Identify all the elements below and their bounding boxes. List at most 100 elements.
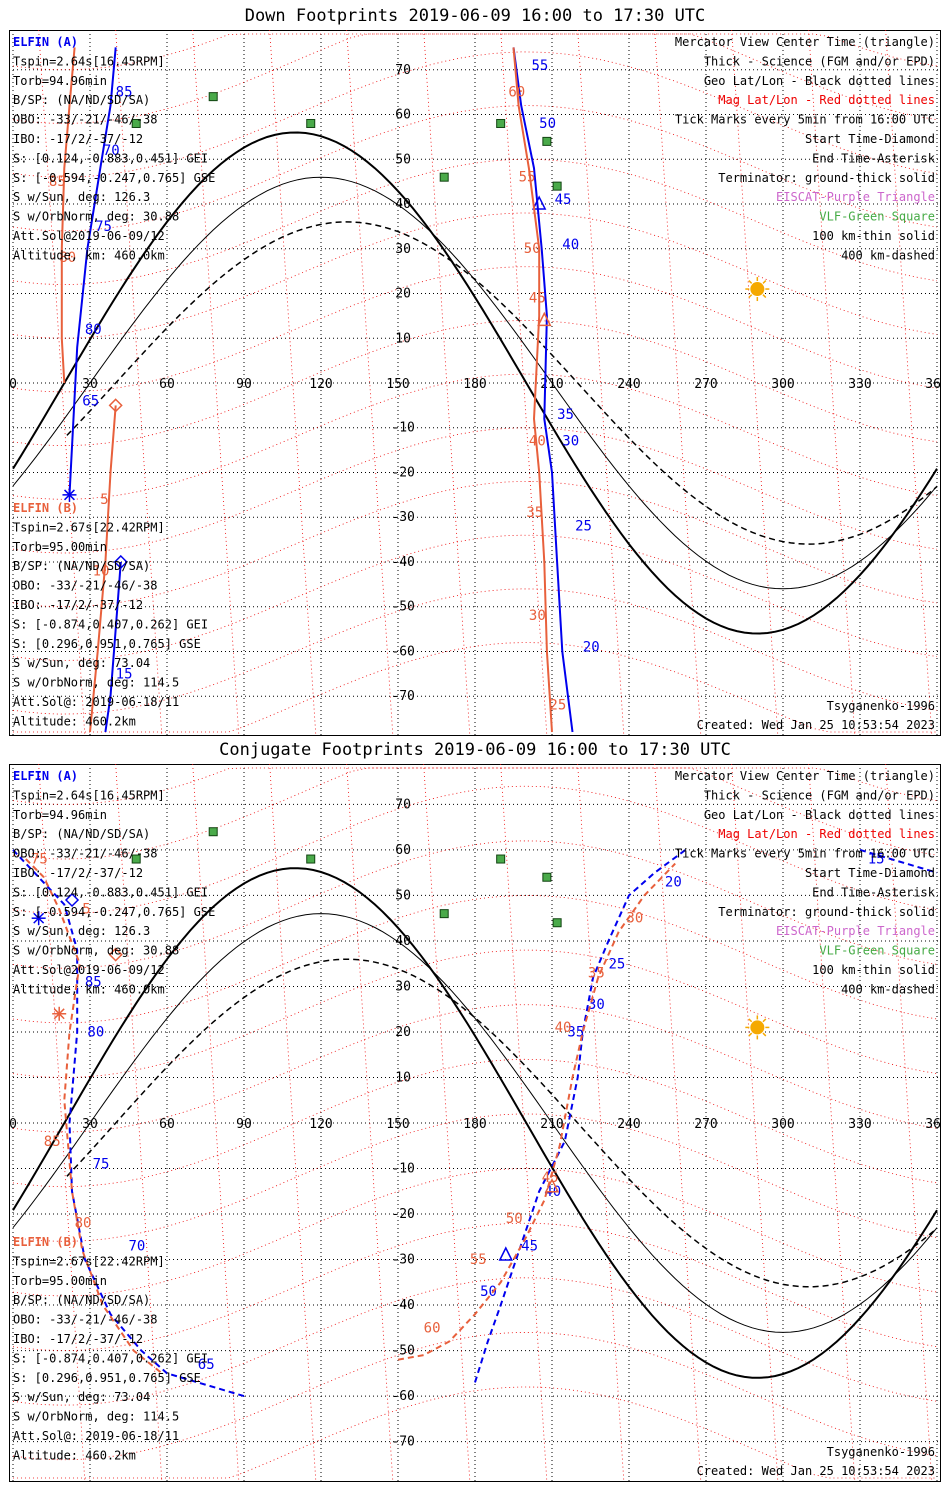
legend-entry: Start Time-Diamond — [805, 866, 935, 880]
tick-mark-label: 5 — [100, 492, 108, 508]
legend-entry: VLF-Green Square — [819, 944, 935, 958]
sun-icon — [750, 1020, 765, 1035]
tick-mark-label: 45 — [542, 1170, 559, 1186]
x-tick-label: 60 — [159, 1117, 175, 1132]
tick-mark-label: 15 — [868, 852, 885, 868]
elfin-b-info-line: OBO: -33/-21/-46/-38 — [13, 579, 158, 593]
y-tick-label: 10 — [395, 331, 411, 346]
vlf-station-marker — [542, 136, 552, 146]
x-tick-label: 0 — [9, 1117, 17, 1132]
end-time-asterisk — [53, 1008, 65, 1020]
tick-mark-label: 35 — [588, 965, 605, 981]
elfin-b-info-line: S w/Sun, deg: 73.04 — [13, 656, 150, 670]
start-time-diamond — [64, 892, 80, 908]
x-tick-label: 210 — [540, 377, 563, 392]
legend-entry: Tick Marks every 5min from 16:00 UTC — [675, 847, 935, 861]
elfin-b-info-line: S: [0.296,0.951,0.765] GSE — [13, 1371, 201, 1385]
tick-mark-label: 30 — [529, 608, 546, 624]
y-tick-label: -70 — [391, 689, 414, 704]
legend-entry: Terminator: ground-thick solid — [718, 171, 935, 185]
footprint-trace — [859, 848, 938, 874]
y-tick-label: 30 — [395, 242, 411, 257]
elfin-b-info-line: Altitude: 460.2km — [13, 1448, 136, 1462]
y-tick-label: -20 — [391, 465, 414, 480]
tick-mark-label: 85 — [116, 85, 133, 101]
start-time-diamond — [108, 947, 123, 962]
legend-entry: Mercator View Center Time (triangle) — [675, 769, 935, 783]
tick-mark-label: 35 — [567, 1025, 584, 1041]
y-tick-label: -40 — [391, 1298, 414, 1313]
sun-ray — [748, 280, 753, 284]
legend-entry: Mercator View Center Time (triangle) — [675, 35, 935, 49]
y-tick-label: 10 — [395, 1070, 411, 1085]
terminator-ground — [12, 131, 938, 635]
legend-entry: Mag Lat/Lon - Red dotted lines — [718, 827, 935, 841]
footprint-trace — [68, 47, 117, 495]
tick-mark-label: 25 — [549, 698, 566, 714]
tick-mark-label: 85 — [85, 974, 102, 990]
vlf-station-marker — [131, 118, 141, 128]
vlf-station-marker — [496, 854, 506, 864]
view-center-triangle — [537, 311, 552, 327]
elfin-a-info-line: IBO: -17/2/-37/-12 — [13, 866, 143, 880]
start-time-diamond — [108, 398, 123, 413]
start-time-diamond — [113, 554, 128, 570]
top-chart: 0 30 60 90 120 150 180 210 240 270 300 330 360 70 60 50… — [9, 30, 941, 736]
vlf-station-marker — [439, 172, 449, 182]
terminator-400km — [66, 958, 938, 1288]
x-tick-label: 150 — [386, 1117, 409, 1132]
tick-mark-label: 80 — [85, 322, 102, 338]
tick-mark-label: 45 — [521, 1238, 538, 1254]
elfin-a-info-line: ELFIN (A) — [13, 35, 78, 49]
x-tick-label: 360 — [925, 377, 941, 392]
elfin-a-info-line: Att.Sol@2019-06-09/12 — [13, 229, 165, 243]
view-center-triangle — [544, 1178, 560, 1193]
sun-ray — [762, 294, 767, 299]
elfin-b-info-line: S: [0.296,0.951,0.765] GSE — [13, 637, 201, 651]
tick-mark-label: 70 — [129, 1238, 146, 1254]
x-tick-label: 360 — [925, 1117, 941, 1132]
mag-latitude-line — [12, 33, 938, 124]
y-tick-label: -40 — [391, 555, 414, 570]
y-tick-label: 50 — [395, 152, 411, 167]
tick-mark-label: 50 — [480, 1284, 497, 1300]
terminator-100km — [12, 913, 938, 1333]
legend-entry: VLF-Green Square — [819, 210, 935, 224]
bottom-plot-title: Conjugate Footprints 2019-06-09 16:00 to… — [219, 740, 731, 760]
vlf-station-marker — [439, 909, 449, 919]
created-timestamp: Created: Wed Jan 25 10:53:54 2023 — [697, 1464, 935, 1478]
x-tick-label: 270 — [694, 377, 717, 392]
legend-entry: 100 km-thin solid — [812, 229, 935, 243]
x-tick-label: 240 — [617, 1117, 640, 1132]
legend-entry: 400 km-dashed — [841, 248, 935, 262]
legend-entry: Tick Marks every 5min from 16:00 UTC — [675, 113, 935, 127]
y-tick-label: 50 — [395, 888, 411, 903]
y-tick-label: -60 — [391, 644, 414, 659]
end-time-asterisk — [33, 912, 45, 924]
sun-ray — [748, 1032, 753, 1037]
x-tick-label: 120 — [309, 377, 332, 392]
legend-entry: EISCAT-Purple Triangle — [776, 190, 935, 204]
tick-mark-label: 80 — [87, 1025, 104, 1041]
y-tick-label: -20 — [391, 1207, 414, 1222]
y-tick-label: 20 — [395, 1025, 411, 1040]
x-tick-label: 300 — [771, 1117, 794, 1132]
y-tick-label: 70 — [395, 797, 411, 812]
y-tick-label: -50 — [391, 600, 414, 615]
tick-mark-label: 85 — [49, 174, 66, 190]
footprint-trace — [512, 47, 553, 733]
elfin-b-info-line: Altitude: 460.2km — [13, 714, 136, 728]
elfin-b-info-line: S w/OrbNorm, deg: 114.5 — [13, 676, 179, 690]
tick-mark-label: 10 — [93, 563, 110, 579]
legend-entry: Geo Lat/Lon - Black dotted lines — [704, 808, 935, 822]
tick-mark-label: 40 — [555, 1020, 572, 1036]
elfin-b-info-line: OBO: -33/-21/-46/-38 — [13, 1313, 158, 1327]
legend-entry: EISCAT-Purple Triangle — [776, 924, 935, 938]
tick-mark-label: 55 — [531, 58, 548, 74]
tick-mark-label: 5 — [82, 902, 90, 918]
tick-mark-label: 40 — [562, 237, 579, 253]
terminator-400km — [66, 221, 938, 545]
y-tick-label: 20 — [395, 287, 411, 302]
footprint-trace — [104, 561, 122, 733]
legend-entry: Geo Lat/Lon - Black dotted lines — [704, 74, 935, 88]
